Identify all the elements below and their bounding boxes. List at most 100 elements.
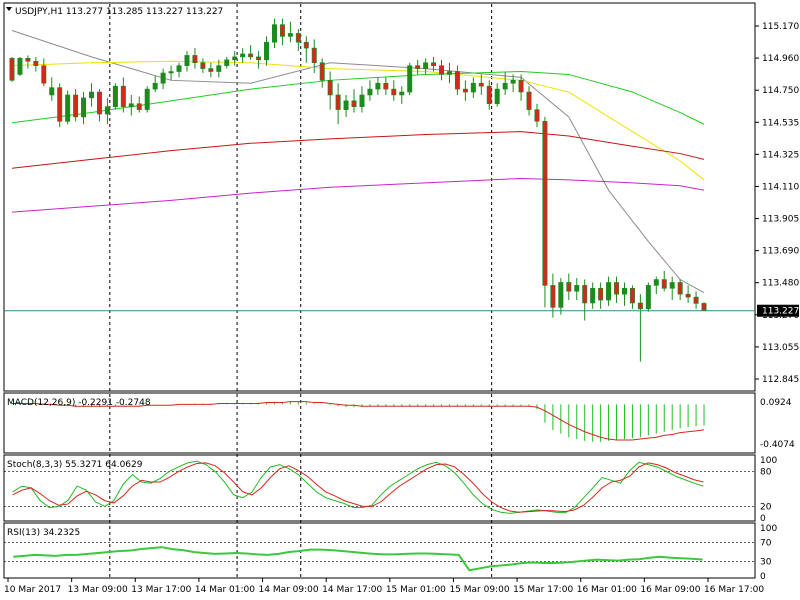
- price-tick-label: 115.170: [762, 22, 799, 32]
- candle-body: [574, 285, 580, 292]
- candle-body: [614, 282, 620, 295]
- candle-body: [96, 91, 102, 115]
- time-tick-label: 15 Mar 09:00: [449, 585, 509, 595]
- stoch-tick-label: 80: [760, 468, 772, 478]
- candle-body: [375, 82, 381, 90]
- price-tick-label: 114.750: [762, 86, 799, 96]
- rsi-tick-label: 0: [760, 572, 766, 582]
- price-tick-label: 114.535: [762, 118, 799, 128]
- candle-body: [470, 82, 476, 93]
- time-tick-label: 10 Mar 2017: [4, 585, 61, 595]
- candle-body: [693, 296, 699, 304]
- candle-body: [629, 288, 635, 304]
- candle-body: [57, 87, 63, 122]
- price-tick-label: 112.845: [762, 375, 799, 385]
- ma-line: [11, 177, 705, 213]
- candle-body: [144, 88, 150, 110]
- candle-body: [399, 91, 405, 96]
- stoch-panel[interactable]: [3, 454, 756, 522]
- candle-body: [176, 65, 182, 72]
- dropdown-triangle-icon[interactable]: [6, 7, 12, 11]
- candle-body: [439, 65, 445, 75]
- candle-body: [81, 97, 87, 118]
- stoch-main-line: [12, 460, 704, 514]
- price-tick-label: 113.905: [762, 215, 799, 225]
- candle-body: [558, 282, 564, 308]
- rsi-tick-label: 100: [760, 524, 777, 534]
- candle-body: [295, 33, 301, 43]
- macd-label: MACD(12,26,9) -0.2291 -0.2748: [7, 398, 151, 408]
- candle-body: [128, 103, 134, 107]
- time-tick-label: 13 Mar 09:00: [68, 585, 128, 595]
- candle-body: [216, 65, 222, 72]
- candle-body: [271, 24, 277, 43]
- main-price-panel[interactable]: [3, 2, 756, 392]
- candle-body: [518, 80, 524, 93]
- candle-body: [677, 282, 683, 295]
- candles: [4, 18, 755, 362]
- time-tick-label: 14 Mar 17:00: [322, 585, 382, 595]
- candle-body: [184, 55, 190, 66]
- macd-signal-line: [11, 401, 705, 441]
- candle-body: [502, 82, 508, 90]
- rsi-series: 100 70 30 0: [4, 524, 777, 582]
- rsi-label: RSI(13) 34.2325: [7, 528, 80, 538]
- candle-body: [478, 82, 484, 87]
- chart-header: USDJPY,H1 113.277 113.285 113.227 113.22…: [6, 7, 223, 17]
- stoch-tick-label: 20: [760, 502, 772, 512]
- time-tick-label: 16 Mar 17:00: [704, 585, 764, 595]
- price-tick-label: 114.325: [762, 150, 799, 160]
- price-tick-label: 113.480: [762, 279, 799, 289]
- candle-body: [327, 80, 333, 96]
- macd-tick-label: -0.4074: [760, 440, 795, 450]
- candle-body: [526, 91, 532, 110]
- candle-body: [494, 88, 500, 105]
- stoch-signal-line: [12, 462, 704, 513]
- price-tick-label: 114.110: [762, 182, 799, 192]
- stoch-tick-label: 0: [760, 514, 766, 524]
- candle-body: [264, 41, 270, 61]
- macd-panel[interactable]: [3, 392, 756, 454]
- candle-body: [256, 56, 262, 61]
- stoch-tick-label: 100: [760, 456, 777, 466]
- ma-line: [11, 131, 705, 169]
- candle-body: [582, 285, 588, 304]
- candle-body: [168, 71, 174, 74]
- time-axis: 10 Mar 2017 13 Mar 09:00 13 Mar 17:00 14 Ma…: [4, 578, 764, 595]
- candle-body: [136, 103, 142, 110]
- candle-body: [454, 71, 460, 90]
- candle-body: [685, 293, 691, 298]
- candle-body: [73, 94, 79, 118]
- candle-body: [351, 100, 357, 107]
- candle-body: [621, 288, 627, 295]
- time-tick-label: 15 Mar 01:00: [386, 585, 446, 595]
- macd-tick-label: 0.0924: [760, 398, 792, 408]
- candle-body: [669, 282, 675, 289]
- price-tick-label: 113.055: [762, 343, 799, 353]
- candle-body: [248, 53, 254, 58]
- candle-body: [192, 55, 198, 64]
- candle-body: [391, 88, 397, 96]
- symbol-header: USDJPY,H1 113.277 113.285 113.227 113.22…: [15, 7, 223, 17]
- candle-body: [598, 288, 604, 301]
- candle-body: [224, 59, 230, 66]
- candle-body: [542, 121, 548, 286]
- candle-body: [303, 41, 309, 49]
- time-tick-label: 15 Mar 17:00: [513, 585, 573, 595]
- price-tick-label: 113.690: [762, 247, 799, 257]
- candle-body: [41, 65, 47, 84]
- candle-body: [279, 24, 285, 37]
- candle-body: [566, 282, 572, 292]
- rsi-tick-label: 30: [760, 558, 772, 568]
- candle-body: [319, 62, 325, 81]
- time-tick-label: 16 Mar 09:00: [640, 585, 700, 595]
- current-price-tag: 113.227: [757, 304, 799, 317]
- candle-body: [359, 94, 365, 107]
- candle-body: [17, 58, 23, 75]
- candle-body: [661, 279, 667, 289]
- candle-body: [415, 65, 421, 69]
- candle-body: [208, 68, 214, 72]
- rsi-line: [13, 546, 703, 572]
- candle-body: [534, 109, 540, 122]
